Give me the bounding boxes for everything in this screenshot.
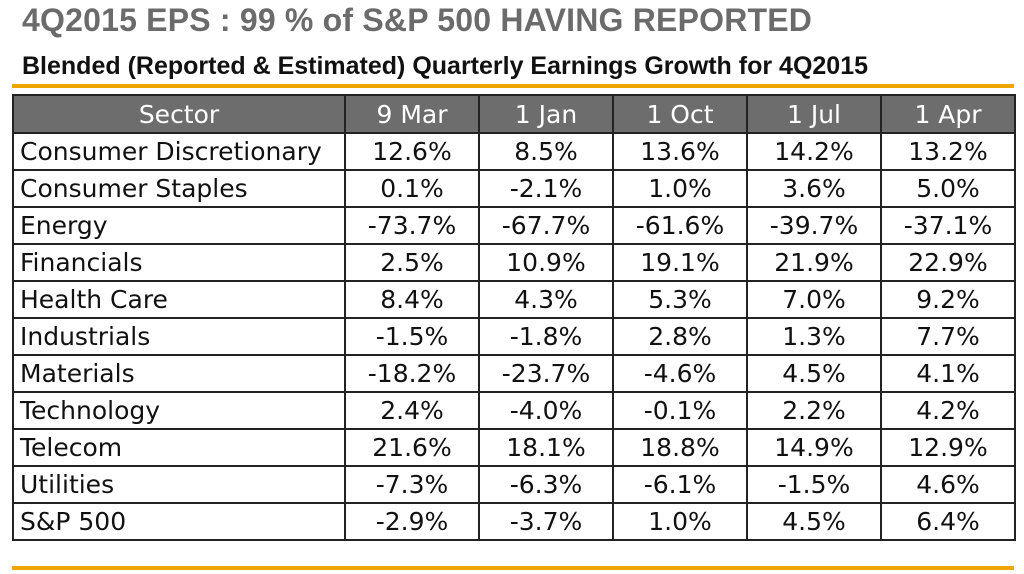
value-cell: 4.2% — [880, 391, 1016, 430]
sector-cell: Materials — [12, 354, 346, 393]
value-cell: 1.0% — [612, 169, 748, 208]
sector-cell: Telecom — [12, 428, 346, 467]
value-cell: 12.6% — [344, 132, 480, 171]
value-cell: -1.5% — [746, 465, 882, 504]
value-cell: -6.3% — [478, 465, 614, 504]
sector-cell: Utilities — [12, 465, 346, 504]
value-cell: -2.9% — [344, 502, 480, 541]
value-cell: 2.8% — [612, 317, 748, 356]
sector-cell: Health Care — [12, 280, 346, 319]
value-cell: -0.1% — [612, 391, 748, 430]
bottom-accent-rule — [12, 566, 1014, 570]
table-row-total: S&P 500 -2.9% -3.7% 1.0% 4.5% 6.4% — [12, 502, 1016, 541]
sector-cell: Consumer Staples — [12, 169, 346, 208]
value-cell: 22.9% — [880, 243, 1016, 282]
value-cell: -67.7% — [478, 206, 614, 245]
column-header-sector: Sector — [12, 94, 346, 134]
value-cell: -7.3% — [344, 465, 480, 504]
table-row: Consumer Staples 0.1% -2.1% 1.0% 3.6% 5.… — [12, 169, 1016, 208]
value-cell: -6.1% — [612, 465, 748, 504]
value-cell: 7.0% — [746, 280, 882, 319]
value-cell: 14.9% — [746, 428, 882, 467]
value-cell: 6.4% — [880, 502, 1016, 541]
value-cell: 1.0% — [612, 502, 748, 541]
value-cell: -3.7% — [478, 502, 614, 541]
sector-cell: Consumer Discretionary — [12, 132, 346, 171]
value-cell: 4.1% — [880, 354, 1016, 393]
value-cell: -4.6% — [612, 354, 748, 393]
value-cell: -4.0% — [478, 391, 614, 430]
sector-cell: S&P 500 — [12, 502, 346, 541]
value-cell: 2.2% — [746, 391, 882, 430]
value-cell: -37.1% — [880, 206, 1016, 245]
value-cell: -1.8% — [478, 317, 614, 356]
value-cell: 4.5% — [746, 354, 882, 393]
table-row: Energy -73.7% -67.7% -61.6% -39.7% -37.1… — [12, 206, 1016, 245]
value-cell: 13.6% — [612, 132, 748, 171]
column-header-1-apr: 1 Apr — [880, 94, 1016, 134]
value-cell: 2.5% — [344, 243, 480, 282]
table-row: Utilities -7.3% -6.3% -6.1% -1.5% 4.6% — [12, 465, 1016, 504]
value-cell: 3.6% — [746, 169, 882, 208]
value-cell: -2.1% — [478, 169, 614, 208]
value-cell: 7.7% — [880, 317, 1016, 356]
table-row: Industrials -1.5% -1.8% 2.8% 1.3% 7.7% — [12, 317, 1016, 356]
column-header-1-jan: 1 Jan — [478, 94, 614, 134]
value-cell: -61.6% — [612, 206, 748, 245]
value-cell: 12.9% — [880, 428, 1016, 467]
table-row: Health Care 8.4% 4.3% 5.3% 7.0% 9.2% — [12, 280, 1016, 319]
column-header-1-oct: 1 Oct — [612, 94, 748, 134]
value-cell: 19.1% — [612, 243, 748, 282]
value-cell: 13.2% — [880, 132, 1016, 171]
sector-cell: Financials — [12, 243, 346, 282]
page-title: 4Q2015 EPS : 99 % of S&P 500 HAVING REPO… — [22, 2, 813, 38]
top-accent-rule — [12, 84, 1014, 88]
value-cell: 2.4% — [344, 391, 480, 430]
value-cell: 9.2% — [880, 280, 1016, 319]
value-cell: -73.7% — [344, 206, 480, 245]
value-cell: 4.6% — [880, 465, 1016, 504]
value-cell: 4.5% — [746, 502, 882, 541]
value-cell: 14.2% — [746, 132, 882, 171]
value-cell: -23.7% — [478, 354, 614, 393]
table-header-row: Sector 9 Mar 1 Jan 1 Oct 1 Jul 1 Apr — [12, 94, 1016, 134]
table-row: Financials 2.5% 10.9% 19.1% 21.9% 22.9% — [12, 243, 1016, 282]
value-cell: 21.6% — [344, 428, 480, 467]
table-row: Technology 2.4% -4.0% -0.1% 2.2% 4.2% — [12, 391, 1016, 430]
value-cell: 10.9% — [478, 243, 614, 282]
sector-cell: Energy — [12, 206, 346, 245]
value-cell: 5.0% — [880, 169, 1016, 208]
table-row: Telecom 21.6% 18.1% 18.8% 14.9% 12.9% — [12, 428, 1016, 467]
value-cell: 21.9% — [746, 243, 882, 282]
column-header-1-jul: 1 Jul — [746, 94, 882, 134]
value-cell: 5.3% — [612, 280, 748, 319]
value-cell: 4.3% — [478, 280, 614, 319]
column-header-9-mar: 9 Mar — [344, 94, 480, 134]
value-cell: 8.4% — [344, 280, 480, 319]
earnings-growth-table: Sector 9 Mar 1 Jan 1 Oct 1 Jul 1 Apr Con… — [12, 94, 1016, 541]
table-row: Materials -18.2% -23.7% -4.6% 4.5% 4.1% — [12, 354, 1016, 393]
value-cell: -18.2% — [344, 354, 480, 393]
value-cell: 18.8% — [612, 428, 748, 467]
sector-cell: Industrials — [12, 317, 346, 356]
sector-cell: Technology — [12, 391, 346, 430]
page-subtitle: Blended (Reported & Estimated) Quarterly… — [22, 52, 869, 80]
value-cell: 18.1% — [478, 428, 614, 467]
table-row: Consumer Discretionary 12.6% 8.5% 13.6% … — [12, 132, 1016, 171]
value-cell: -39.7% — [746, 206, 882, 245]
value-cell: 0.1% — [344, 169, 480, 208]
value-cell: 1.3% — [746, 317, 882, 356]
value-cell: 8.5% — [478, 132, 614, 171]
value-cell: -1.5% — [344, 317, 480, 356]
